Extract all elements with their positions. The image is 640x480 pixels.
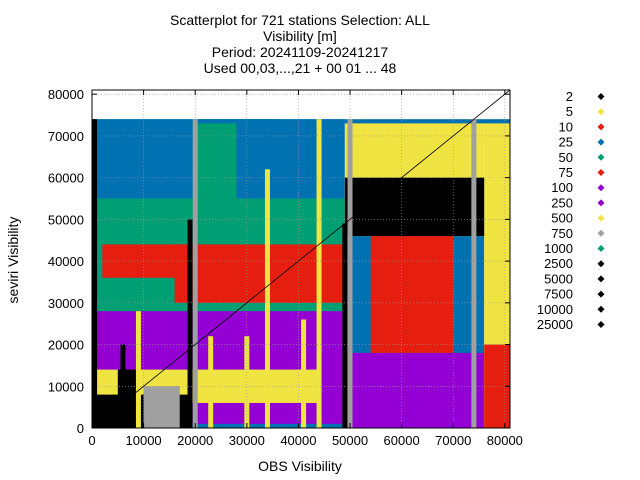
legend-label-13: 7500 [544, 287, 573, 302]
title-line-2: Visibility [m] [263, 28, 337, 44]
legend-marker-2 [597, 123, 605, 131]
x-tick-label-0: 0 [88, 433, 95, 448]
diagonal-reference-line [92, 90, 510, 428]
y-tick-label-0: 0 [77, 421, 84, 436]
legend-label-14: 10000 [537, 302, 573, 317]
legend-marker-6 [597, 184, 605, 192]
legend-marker-14 [597, 305, 605, 313]
legend-marker-11 [597, 260, 605, 268]
data-column-0 [92, 119, 98, 428]
x-tick-label-1: 10000 [126, 433, 162, 448]
x-tick-label-2: 20000 [177, 433, 213, 448]
legend-label-10: 1000 [544, 241, 573, 256]
legend-marker-5 [597, 169, 605, 176]
legend-label-9: 750 [551, 226, 573, 241]
legend-label-0: 2 [566, 89, 573, 104]
legend-label-5: 75 [559, 165, 573, 180]
title-line-3: Period: 20241109-20241217 [212, 44, 389, 60]
data-region-19 [92, 119, 510, 124]
plot-axes: 00 10000 10000 20000 20000 30000 30000 40000 400… [48, 87, 523, 448]
legend-marker-10 [597, 245, 605, 252]
legend: 2510255075100250500750100025005000750010… [537, 89, 605, 332]
data-column-9 [316, 119, 322, 428]
data-region-11 [143, 386, 180, 428]
legend-marker-1 [597, 108, 605, 116]
legend-label-12: 5000 [544, 271, 573, 286]
plot-frame [91, 89, 511, 429]
title-line-1: Scatterplot for 721 stations Selection: … [170, 12, 430, 28]
data-column-2 [135, 311, 141, 428]
legend-label-11: 2500 [544, 256, 573, 271]
legend-label-7: 250 [551, 195, 573, 210]
data-column-5 [208, 336, 214, 428]
legend-marker-9 [597, 229, 605, 237]
x-tick-label-8: 80000 [487, 433, 523, 448]
legend-label-2: 10 [559, 119, 573, 134]
data-column-6 [244, 336, 250, 428]
y-tick-label-6: 60000 [48, 171, 84, 186]
y-tick-label-7: 70000 [48, 129, 84, 144]
data-region-13 [236, 119, 278, 199]
legend-marker-0 [597, 93, 605, 100]
data-column-8 [301, 319, 307, 428]
data-region-16 [370, 236, 454, 353]
title-line-4: Used 00,03,...,21 + 00 01 ... 48 [204, 60, 397, 76]
legend-marker-13 [597, 290, 605, 298]
data-region-17 [344, 177, 485, 237]
x-axis-label: OBS Visibility [258, 458, 342, 474]
legend-label-8: 500 [551, 211, 573, 226]
x-tick-label-7: 70000 [435, 433, 471, 448]
y-tick-label-3: 30000 [48, 296, 84, 311]
legend-label-4: 50 [559, 150, 573, 165]
x-tick-label-5: 50000 [332, 433, 368, 448]
x-tick-label-6: 60000 [384, 433, 420, 448]
legend-marker-12 [597, 275, 605, 283]
data-column-3 [187, 219, 193, 428]
legend-marker-8 [597, 214, 605, 222]
plot-grid [92, 90, 510, 428]
legend-label-6: 100 [551, 180, 573, 195]
legend-label-15: 25000 [537, 317, 573, 332]
y-tick-label-1: 10000 [48, 379, 84, 394]
y-tick-label-8: 80000 [48, 87, 84, 102]
legend-label-1: 5 [566, 104, 573, 119]
y-tick-label-2: 20000 [48, 338, 84, 353]
x-tick-label-3: 30000 [229, 433, 265, 448]
data-column-12 [471, 119, 477, 428]
data-region-4 [344, 352, 485, 428]
legend-marker-3 [597, 138, 605, 146]
legend-marker-7 [597, 199, 605, 207]
data-column-10 [342, 223, 348, 428]
legend-marker-15 [597, 321, 605, 328]
y-tick-label-5: 50000 [48, 212, 84, 227]
y-tick-label-4: 40000 [48, 254, 84, 269]
y-axis-label: seviri Visibility [5, 217, 21, 304]
legend-label-3: 25 [559, 135, 573, 150]
x-tick-label-4: 40000 [280, 433, 316, 448]
plot-data-layer [92, 119, 510, 428]
data-column-7 [264, 169, 270, 428]
legend-marker-4 [597, 153, 605, 161]
chart-title: Scatterplot for 721 stations Selection: … [170, 12, 430, 76]
data-region-14 [174, 244, 345, 303]
